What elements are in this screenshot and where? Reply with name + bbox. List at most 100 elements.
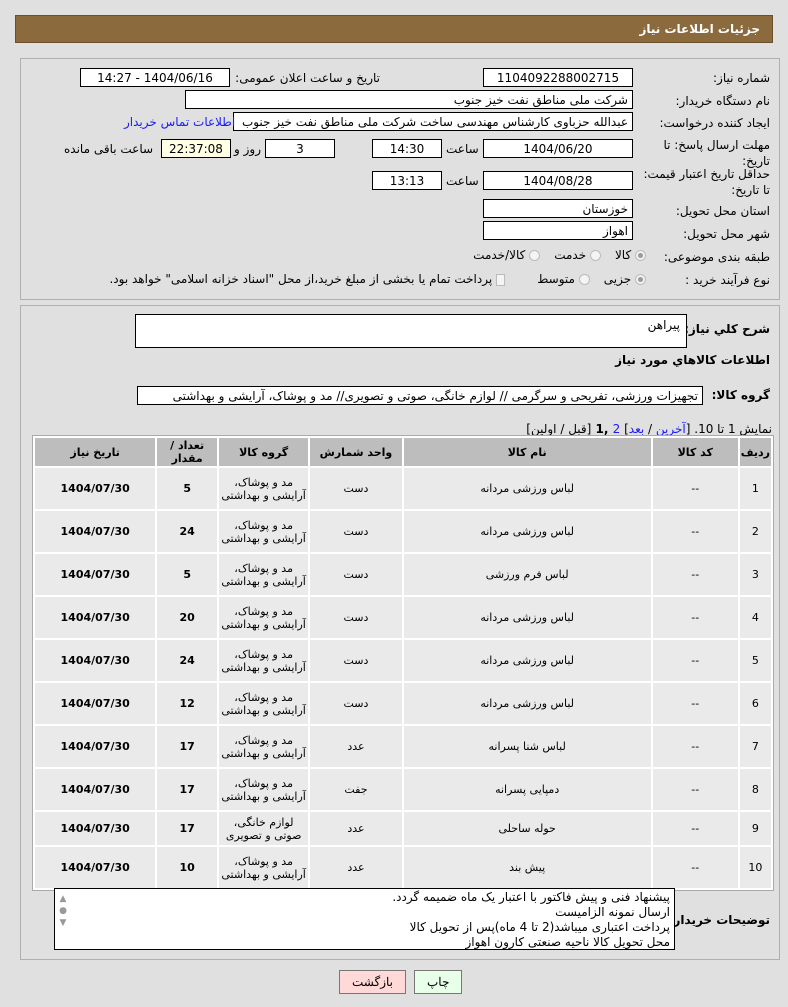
buyer-contact-link[interactable]: اطلاعات تماس خریدار [124, 115, 236, 129]
item-code-cell: -- [652, 812, 738, 845]
table-row: 10 -- پیش بند عدد مد و پوشاک، آرایشی و بهداش… [35, 847, 771, 888]
creator-label: ایجاد کننده درخواست: [659, 116, 770, 130]
unit-cell: دست [310, 640, 402, 681]
table-row: 9 -- حوله ساحلی عدد لوازم خانگی، صوتی و تصوی… [35, 812, 771, 845]
back-button[interactable]: بازگشت [339, 970, 406, 994]
item-name-cell: لباس ورزشی مردانه [403, 597, 651, 638]
radio-icon[interactable] [578, 274, 590, 285]
city-field: اهواز [483, 221, 633, 240]
unit-cell: جفت [310, 769, 402, 810]
row-number-cell: 5 [739, 640, 771, 681]
province-field: خوزستان [483, 199, 633, 218]
table-row: 1 -- لباس ورزشی مردانه دست مد و پوشاک، آرایش… [35, 468, 771, 509]
category-service-radio[interactable]: خدمت [554, 248, 601, 262]
print-button[interactable]: چاپ [414, 970, 463, 994]
radio-icon[interactable] [589, 250, 601, 261]
item-group-cell: لوازم خانگی، صوتی و تصویری [218, 812, 309, 845]
item-group-cell: مد و پوشاک، آرایشی و بهداشتی [218, 769, 309, 810]
item-group-cell: مد و پوشاک، آرایشی و بهداشتی [218, 511, 309, 552]
item-group-cell: مد و پوشاک، آرایشی و بهداشتی [218, 468, 309, 509]
process-radio-group: جزیی متوسط [537, 272, 646, 286]
unit-cell: دست [310, 554, 402, 595]
item-group-cell: مد و پوشاک، آرایشی و بهداشتی [218, 640, 309, 681]
item-name-cell: دمپایی پسرانه [403, 769, 651, 810]
need-date-cell: 1404/07/30 [35, 511, 156, 552]
goods-table: ردیف کد کالا نام کالا واحد شمارش گروه کالا تع… [32, 435, 774, 891]
process-label: نوع فرآیند خرید : [685, 273, 770, 287]
column-header: تعداد / مقدار [157, 438, 217, 466]
item-code-cell: -- [652, 640, 738, 681]
goods-group-field: تجهیزات ورزشی، تفریحی و سرگرمی // لوازم … [137, 386, 703, 405]
need-date-cell: 1404/07/30 [35, 726, 156, 767]
category-label: طبقه بندی موضوعی: [663, 250, 770, 264]
column-header: کد کالا [652, 438, 738, 466]
need-date-cell: 1404/07/30 [35, 468, 156, 509]
treasury-payment-checkbox[interactable]: پرداخت تمام یا بخشی از مبلغ خرید،از محل … [109, 272, 505, 286]
item-code-cell: -- [652, 769, 738, 810]
next-page-link[interactable]: بعد [628, 422, 645, 436]
quantity-cell: 12 [157, 683, 217, 724]
unit-cell: عدد [310, 812, 402, 845]
unit-cell: دست [310, 511, 402, 552]
quantity-cell: 24 [157, 640, 217, 681]
item-name-cell: لباس ورزشی مردانه [403, 468, 651, 509]
item-group-cell: مد و پوشاک، آرایشی و بهداشتی [218, 683, 309, 724]
pagination: نمایش 1 تا 10. [آخرین / بعد] 2 ,1 [قبل /… [526, 422, 772, 436]
notes-label: توضیحات خریدار: [668, 913, 770, 927]
category-goods-radio[interactable]: کالا [615, 248, 646, 262]
row-number-cell: 9 [739, 812, 771, 845]
item-group-cell: مد و پوشاک، آرایشی و بهداشتی [218, 726, 309, 767]
item-name-cell: لباس فرم ورزشی [403, 554, 651, 595]
item-code-cell: -- [652, 468, 738, 509]
item-code-cell: -- [652, 683, 738, 724]
quantity-cell: 10 [157, 847, 217, 888]
table-row: 7 -- لباس شنا پسرانه عدد مد و پوشاک، آرایشی … [35, 726, 771, 767]
item-group-cell: مد و پوشاک، آرایشی و بهداشتی [218, 847, 309, 888]
item-code-cell: -- [652, 597, 738, 638]
row-number-cell: 3 [739, 554, 771, 595]
category-goods-service-radio[interactable]: کالا/خدمت [473, 248, 541, 262]
row-number-cell: 4 [739, 597, 771, 638]
unit-cell: دست [310, 597, 402, 638]
table-row: 4 -- لباس ورزشی مردانه دست مد و پوشاک، آرایش… [35, 597, 771, 638]
announce-field: 1404/06/16 - 14:27 [80, 68, 230, 87]
radio-icon[interactable] [635, 250, 646, 261]
process-medium-radio[interactable]: متوسط [537, 272, 590, 286]
table-row: 8 -- دمپایی پسرانه جفت مد و پوشاک، آرایشی و … [35, 769, 771, 810]
item-code-cell: -- [652, 847, 738, 888]
need-number-field: 1104092288002715 [483, 68, 633, 87]
item-name-cell: لباس شنا پسرانه [403, 726, 651, 767]
summary-textarea[interactable]: پیراهن [135, 314, 687, 348]
city-label: شهر محل تحویل: [683, 227, 770, 241]
item-code-cell: -- [652, 554, 738, 595]
item-name-cell: پیش بند [403, 847, 651, 888]
column-header: تاریخ نیاز [35, 438, 156, 466]
page-2-link[interactable]: 2 [612, 422, 621, 436]
row-number-cell: 6 [739, 683, 771, 724]
checkbox-icon[interactable] [496, 273, 505, 286]
notes-scrollbar[interactable]: ▲ ● ▼ [59, 894, 67, 928]
remaining-time-field: 22:37:08 [161, 139, 231, 158]
radio-icon[interactable] [529, 250, 541, 261]
need-date-cell: 1404/07/30 [35, 640, 156, 681]
validity-time-field: 13:13 [372, 171, 442, 190]
goods-section-title: اطلاعات كالاهاي مورد نياز [615, 353, 770, 367]
province-label: استان محل تحویل: [675, 204, 770, 218]
deadline-time-field: 14:30 [372, 139, 442, 158]
quantity-cell: 20 [157, 597, 217, 638]
quantity-cell: 17 [157, 769, 217, 810]
notes-textarea[interactable]: پیشنهاد فنی و پیش فاکتور با اعتبار یک ما… [54, 888, 675, 950]
quantity-cell: 24 [157, 511, 217, 552]
item-code-cell: -- [652, 511, 738, 552]
last-page-link[interactable]: آخرین [655, 422, 686, 436]
process-minor-radio[interactable]: جزیی [604, 272, 646, 286]
quantity-cell: 5 [157, 554, 217, 595]
page-header: جزئیات اطلاعات نیاز [15, 15, 773, 43]
deadline-date-field: 1404/06/20 [483, 139, 633, 158]
radio-icon[interactable] [635, 274, 646, 285]
row-number-cell: 1 [739, 468, 771, 509]
column-header: گروه کالا [218, 438, 309, 466]
item-name-cell: لباس ورزشی مردانه [403, 683, 651, 724]
table-row: 3 -- لباس فرم ورزشی دست مد و پوشاک، آرایشی و… [35, 554, 771, 595]
unit-cell: دست [310, 683, 402, 724]
